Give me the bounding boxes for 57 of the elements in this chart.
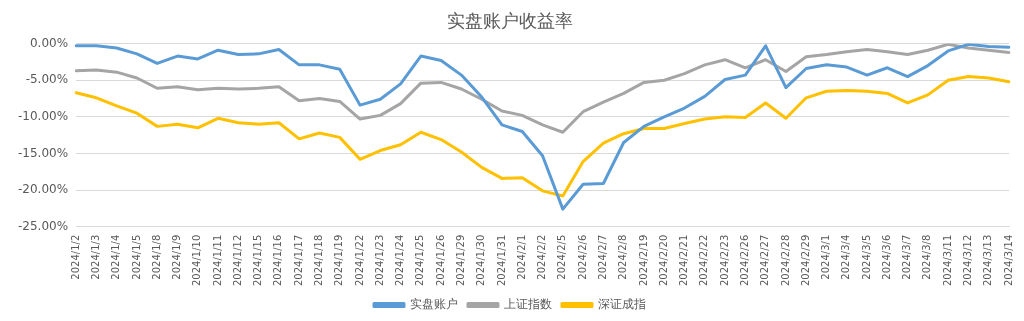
x-tick-label: 2024/1/3 bbox=[89, 234, 101, 280]
x-tick-label: 2024/1/29 bbox=[455, 234, 467, 287]
y-tick-label: -5.00% bbox=[25, 72, 69, 87]
y-tick-label: -10.00% bbox=[17, 108, 69, 123]
x-tick-label: 2024/3/7 bbox=[901, 234, 913, 280]
x-tick-label: 2024/1/19 bbox=[333, 234, 345, 287]
x-tick-label: 2024/2/22 bbox=[698, 234, 710, 287]
x-tick-label: 2024/1/11 bbox=[211, 234, 223, 287]
x-tick-label: 2024/2/23 bbox=[718, 234, 730, 287]
x-tick-label: 2024/1/22 bbox=[353, 234, 365, 287]
x-tick-label: 2024/1/4 bbox=[110, 234, 122, 280]
x-tick-label: 2024/1/2 bbox=[69, 234, 81, 280]
x-tick-label: 2024/3/11 bbox=[941, 234, 953, 287]
x-tick-label: 2024/1/15 bbox=[252, 234, 264, 287]
x-tick-label: 2024/1/30 bbox=[475, 234, 487, 287]
x-tick-label: 2024/2/7 bbox=[596, 234, 608, 280]
x-tick-label: 2024/2/1 bbox=[515, 234, 527, 280]
x-tick-label: 2024/1/25 bbox=[414, 234, 426, 287]
x-tick-label: 2024/1/12 bbox=[231, 234, 243, 287]
x-tick-label: 2024/2/19 bbox=[637, 234, 649, 287]
x-tick-label: 2024/1/9 bbox=[171, 234, 183, 280]
y-tick-label: -15.00% bbox=[17, 145, 69, 160]
x-tick-label: 2024/1/18 bbox=[313, 234, 325, 287]
legend-label: 实盘账户 bbox=[410, 297, 458, 312]
y-tick-label: 0.00% bbox=[29, 35, 69, 50]
y-tick-label: -25.00% bbox=[17, 218, 69, 233]
x-tick-label: 2024/3/8 bbox=[921, 234, 933, 280]
x-tick-label: 2024/1/31 bbox=[495, 234, 507, 287]
x-tick-label: 2024/2/20 bbox=[657, 234, 669, 287]
x-tick-label: 2024/2/2 bbox=[536, 234, 548, 280]
x-tick-label: 2024/3/6 bbox=[880, 234, 892, 280]
x-tick-label: 2024/2/5 bbox=[556, 234, 568, 280]
chart-title: 实盘账户收益率 bbox=[447, 10, 573, 32]
x-tick-label: 2024/2/8 bbox=[617, 234, 629, 280]
x-tick-label: 2024/1/5 bbox=[130, 234, 142, 280]
x-tick-label: 2024/3/13 bbox=[982, 234, 994, 287]
legend-label: 深证成指 bbox=[598, 297, 646, 312]
x-tick-label: 2024/2/27 bbox=[759, 234, 771, 287]
legend-label: 上证指数 bbox=[504, 297, 552, 312]
x-tick-label: 2024/2/21 bbox=[678, 234, 690, 287]
x-tick-label: 2024/3/4 bbox=[840, 234, 852, 280]
x-tick-label: 2024/1/16 bbox=[272, 234, 284, 287]
x-tick-label: 2024/1/10 bbox=[191, 234, 203, 287]
x-tick-label: 2024/1/26 bbox=[434, 234, 446, 287]
y-tick-label: -20.00% bbox=[17, 182, 69, 197]
x-tick-label: 2024/2/28 bbox=[779, 234, 791, 287]
x-tick-label: 2024/2/29 bbox=[799, 234, 811, 287]
x-tick-label: 2024/1/8 bbox=[150, 234, 162, 280]
x-tick-label: 2024/1/24 bbox=[394, 234, 406, 287]
x-tick-label: 2024/3/5 bbox=[860, 234, 872, 280]
x-tick-label: 2024/3/1 bbox=[820, 234, 832, 280]
x-tick-label: 2024/2/6 bbox=[576, 234, 588, 280]
x-tick-label: 2024/3/12 bbox=[962, 234, 974, 287]
x-tick-label: 2024/3/14 bbox=[1002, 234, 1014, 287]
x-tick-label: 2024/1/23 bbox=[373, 234, 385, 287]
x-tick-label: 2024/1/17 bbox=[292, 234, 304, 287]
x-tick-label: 2024/2/26 bbox=[738, 234, 750, 287]
